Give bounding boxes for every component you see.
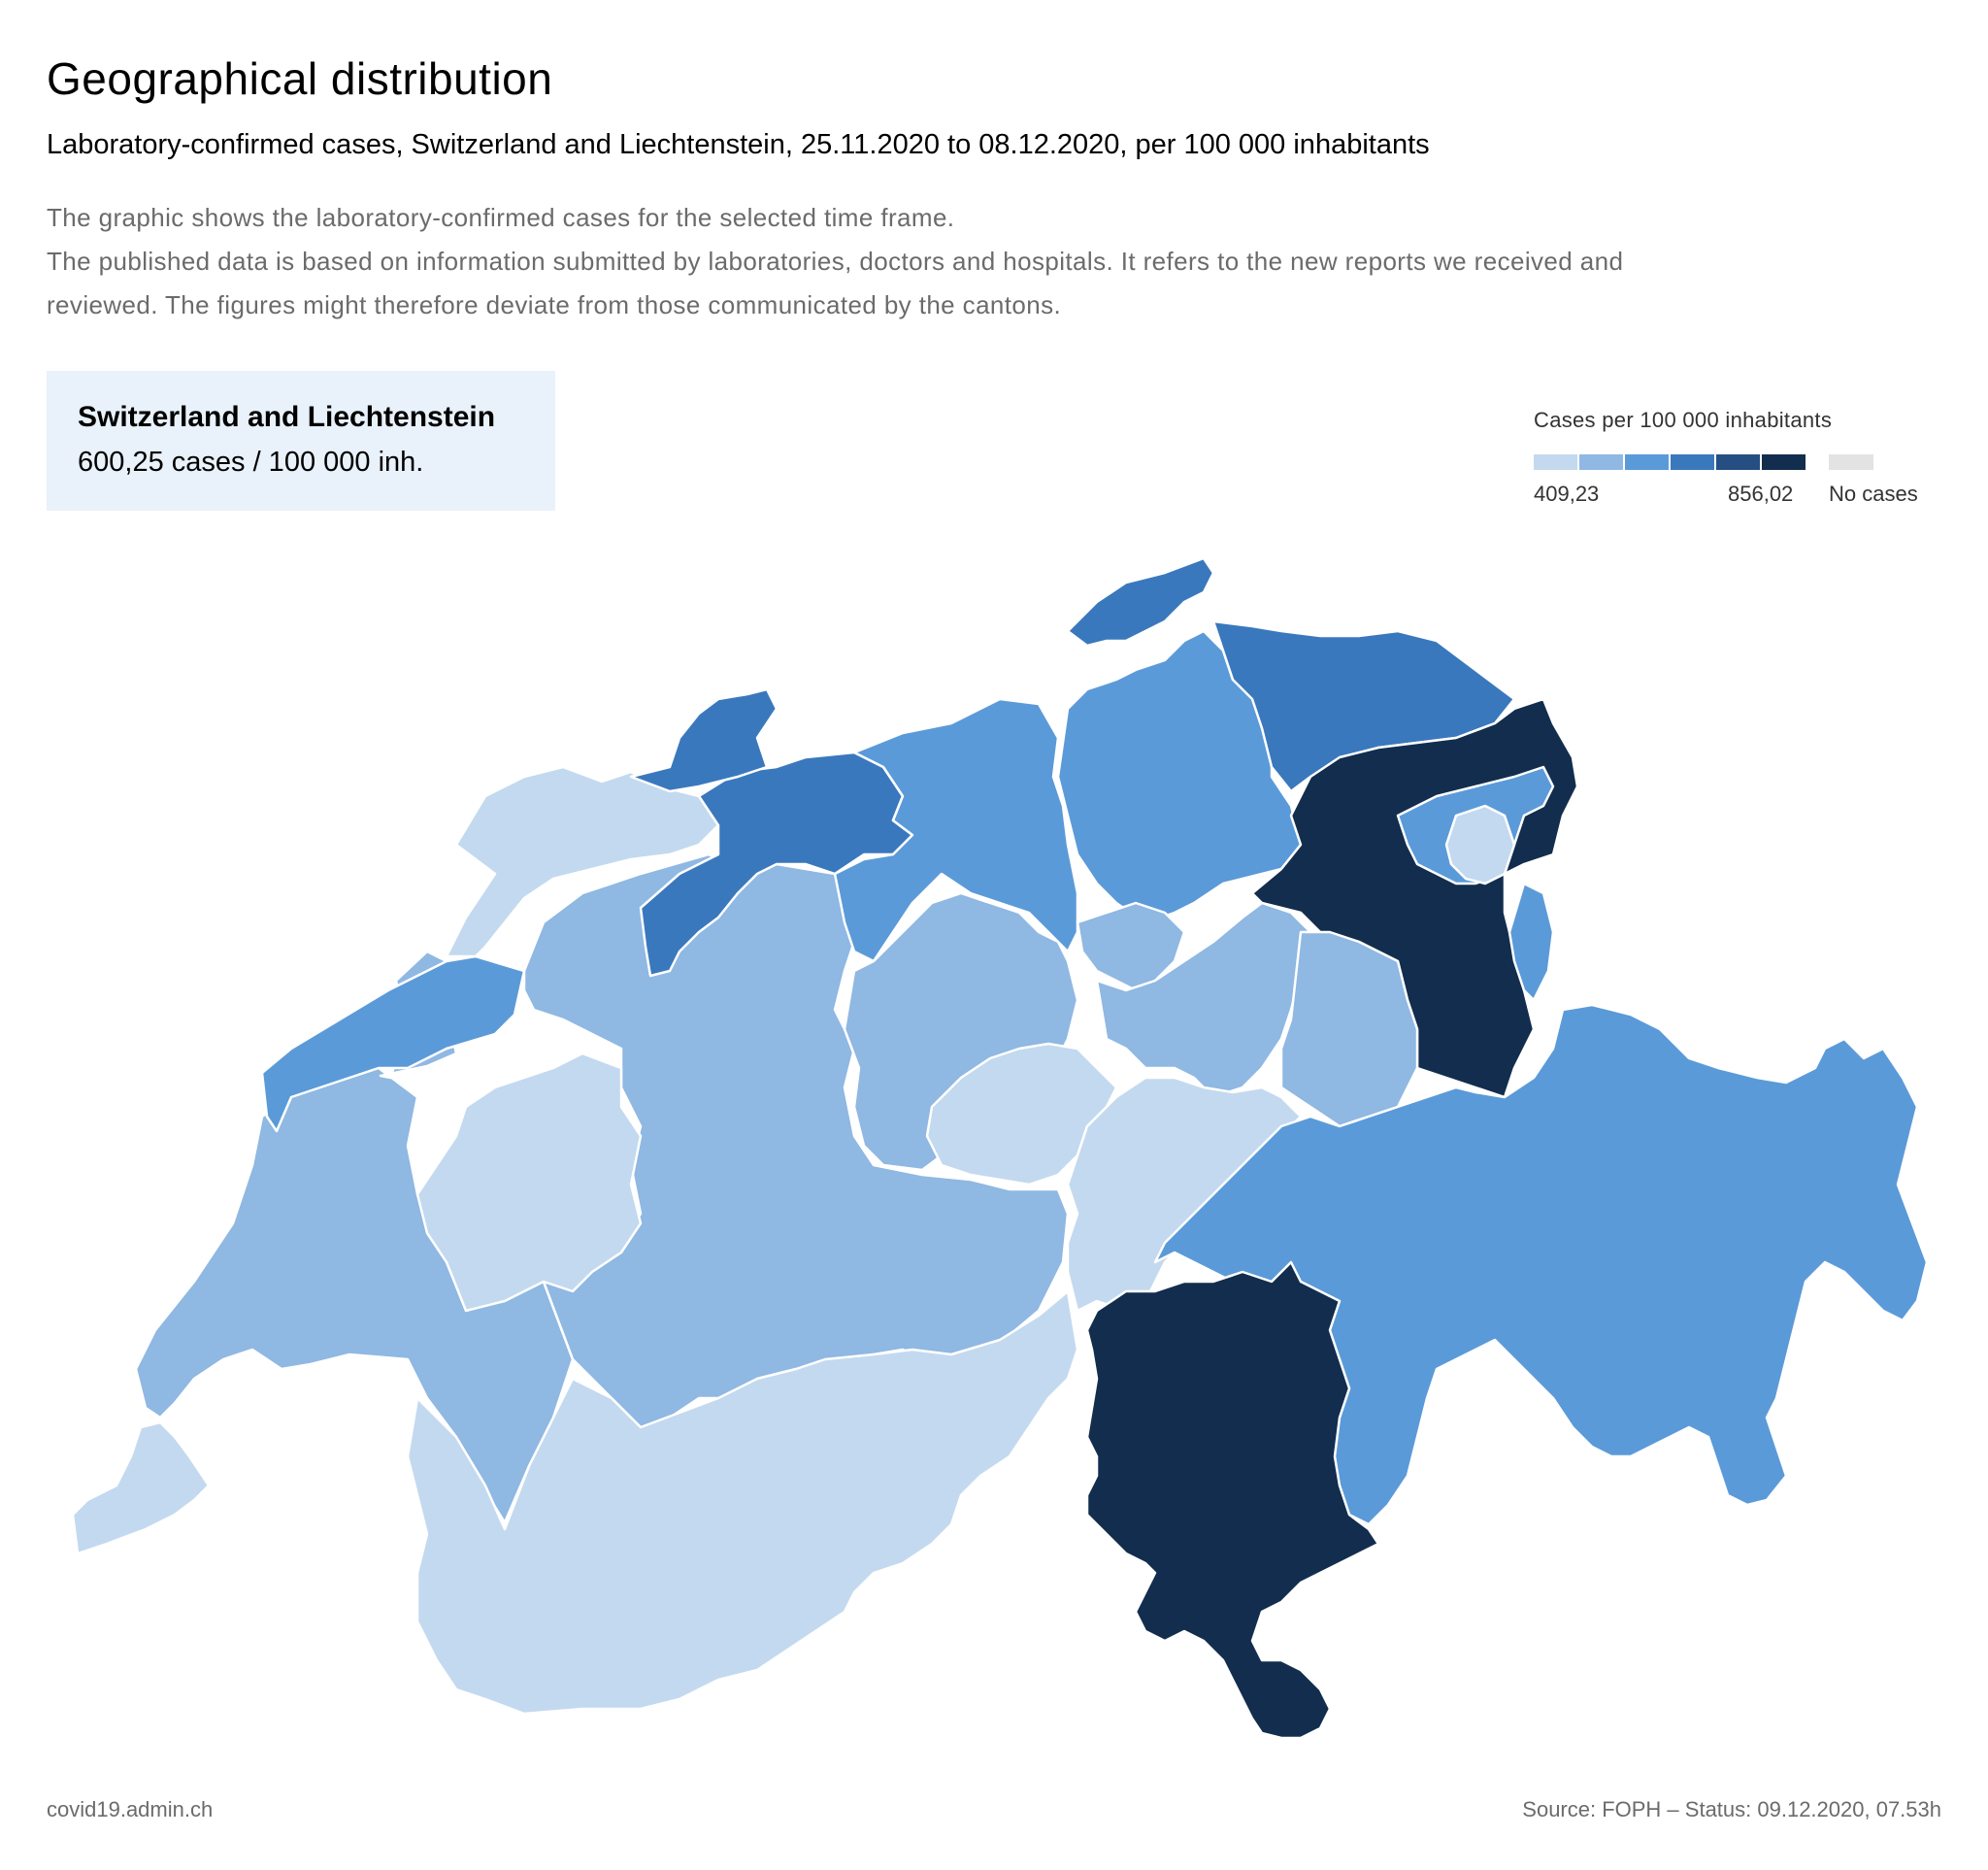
canton-aargau[interactable] — [833, 697, 1079, 963]
legend-min-label: 409,23 — [1534, 482, 1600, 506]
legend-swatch-3 — [1625, 454, 1669, 470]
summary-region-value: 600,25 cases / 100 000 inh. — [78, 447, 424, 478]
canton-glarus[interactable] — [1279, 930, 1419, 1128]
liechtenstein[interactable] — [1508, 882, 1555, 1002]
canton-valais[interactable] — [406, 1289, 1079, 1716]
description-line-2: The published data is based on informati… — [47, 247, 1624, 276]
legend-max-label: 856,02 — [1728, 482, 1794, 506]
legend-swatch-1 — [1534, 454, 1577, 470]
footer-site: covid19.admin.ch — [47, 1797, 214, 1821]
canton-neuchatel[interactable] — [260, 954, 526, 1133]
description-line-1: The graphic shows the laboratory-confirm… — [47, 203, 955, 232]
description-line-3: reviewed. The figures might therefore de… — [47, 290, 1062, 319]
switzerland-map — [71, 556, 1929, 1740]
canton-zug[interactable] — [1076, 901, 1186, 992]
canton-schaffhausen[interactable] — [1066, 556, 1215, 648]
footer-source: Source: FOPH – Status: 09.12.2020, 07.53… — [1522, 1797, 1941, 1821]
description: The graphic shows the laboratory-confirm… — [47, 196, 1891, 327]
canton-basel[interactable] — [629, 687, 779, 793]
canton-appenzell-ir[interactable] — [1444, 804, 1516, 885]
canton-ticino[interactable] — [1085, 1260, 1380, 1740]
legend-title: Cases per 100 000 inhabitants — [1534, 408, 1833, 432]
legend-swatch-5 — [1716, 454, 1760, 470]
legend: Cases per 100 000 inhabitants 409,23 856… — [1534, 408, 1961, 506]
page-title: Geographical distribution — [47, 53, 553, 104]
summary-region-name: Switzerland and Liechtenstein — [78, 401, 496, 433]
page-subtitle: Laboratory-confirmed cases, Switzerland … — [47, 129, 1430, 160]
legend-no-cases-swatch — [1829, 454, 1873, 470]
legend-swatch-2 — [1579, 454, 1623, 470]
canton-fribourg[interactable] — [415, 1052, 643, 1313]
canton-geneva[interactable] — [71, 1420, 211, 1555]
legend-no-cases-label: No cases — [1829, 482, 1918, 506]
legend-swatch-4 — [1671, 454, 1714, 470]
legend-swatch-6 — [1762, 454, 1806, 470]
summary-box: Switzerland and Liechtenstein 600,25 cas… — [47, 371, 555, 511]
